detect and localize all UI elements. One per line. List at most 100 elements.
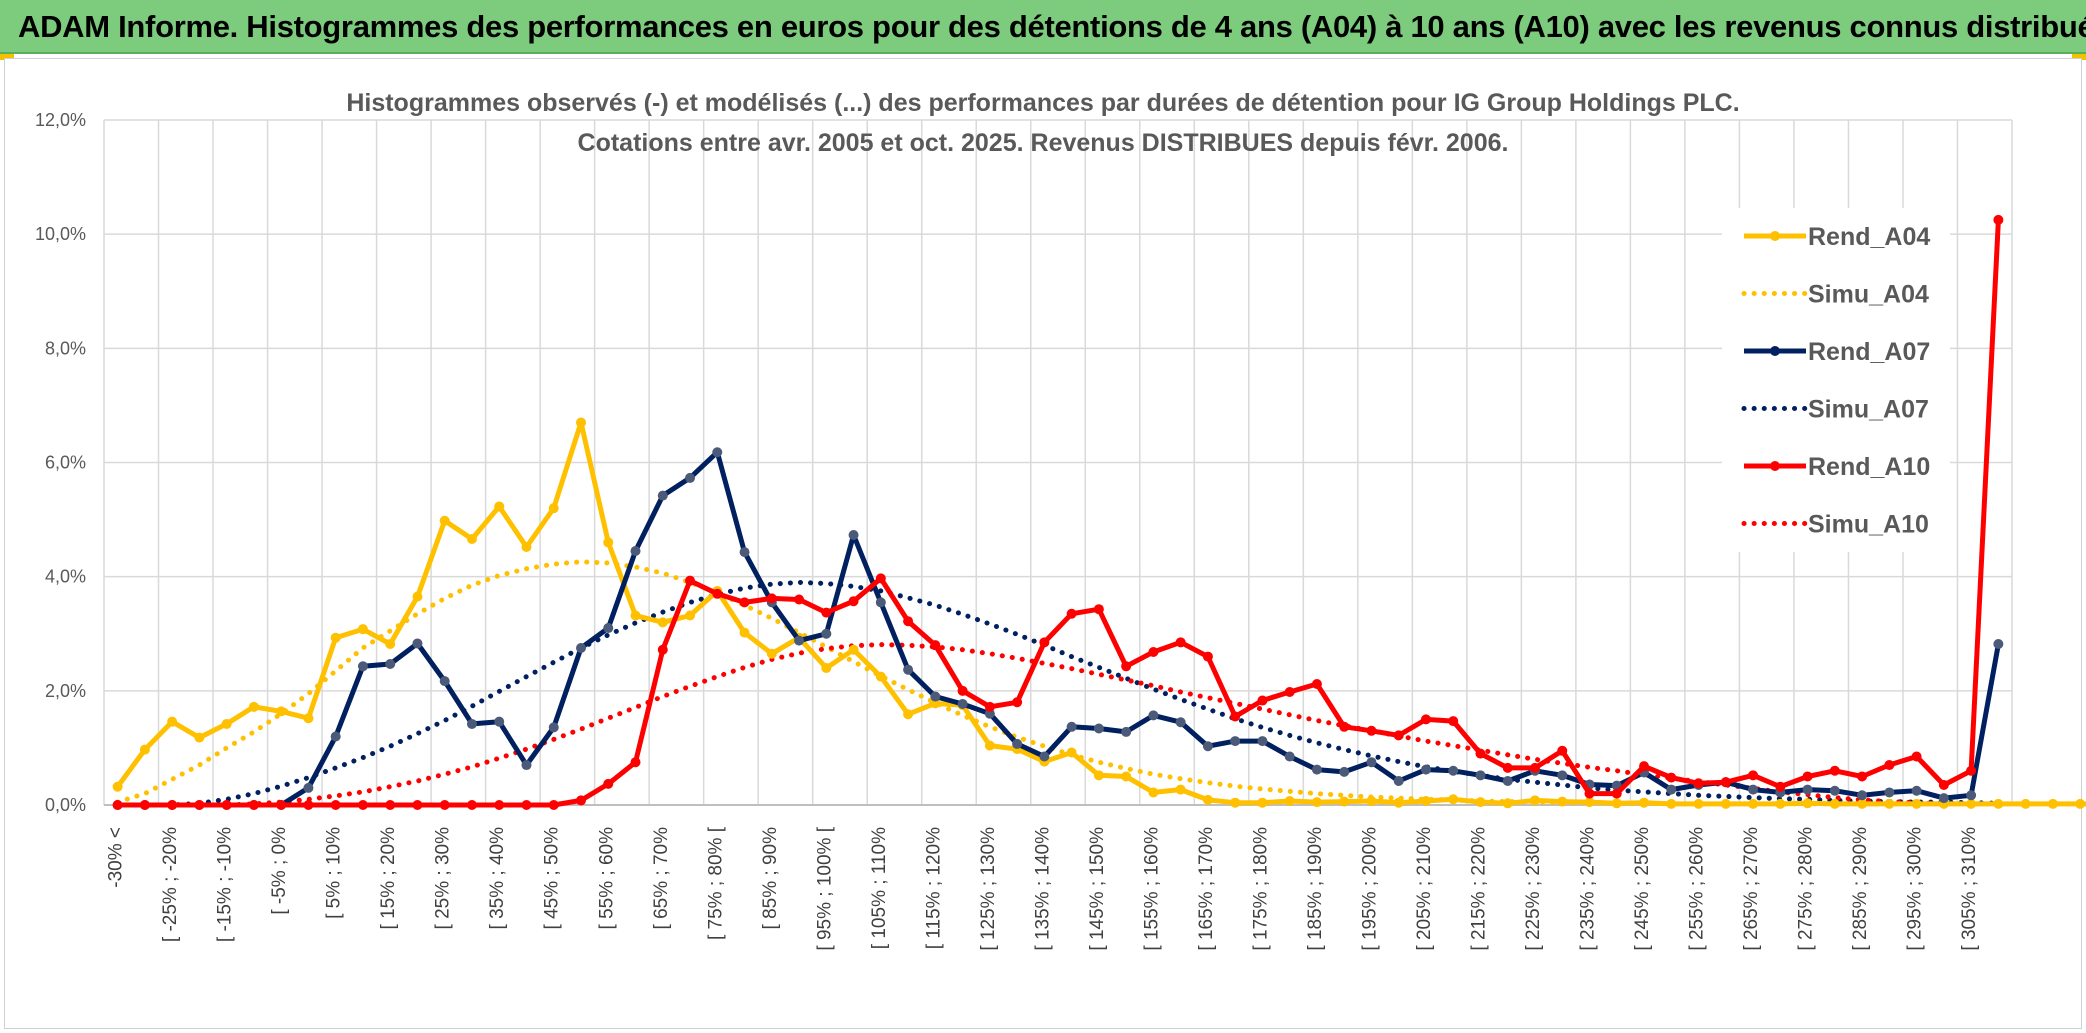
data-point-rend-a10 <box>1366 725 1377 736</box>
data-point-rend-a07 <box>712 447 723 458</box>
data-point-rend-a04 <box>1175 784 1186 795</box>
data-point-rend-a10 <box>903 616 914 627</box>
x-tick-label: [ 115% ; 120% <box>923 827 944 949</box>
data-point-rend-a10 <box>630 757 641 768</box>
data-point-rend-a04 <box>1857 798 1868 809</box>
data-point-rend-a10 <box>330 800 341 810</box>
data-point-rend-a10 <box>1420 714 1431 725</box>
data-point-rend-a10 <box>1639 761 1650 772</box>
data-point-rend-a04 <box>1775 798 1786 809</box>
data-point-rend-a04 <box>112 781 123 792</box>
x-tick-label: [ 145% ; 150% <box>1087 827 1108 951</box>
data-point-rend-a10 <box>1121 661 1132 672</box>
data-point-rend-a07 <box>385 659 396 670</box>
data-point-rend-a07 <box>1993 639 2004 650</box>
data-point-rend-a04 <box>1884 798 1895 809</box>
data-point-rend-a07 <box>848 529 859 540</box>
data-point-rend-a04 <box>1557 796 1568 807</box>
legend-marker-rend-a04 <box>1770 231 1780 241</box>
data-point-rend-a07 <box>821 628 832 639</box>
data-point-rend-a07 <box>1202 741 1213 752</box>
data-point-rend-a07 <box>1257 736 1268 747</box>
data-point-rend-a07 <box>1148 710 1159 721</box>
data-point-rend-a04 <box>1093 770 1104 781</box>
data-point-rend-a10 <box>1611 788 1622 799</box>
data-point-rend-a07 <box>1475 770 1486 781</box>
legend-label-rend-a10: Rend_A10 <box>1808 453 1930 481</box>
legend-box <box>1722 208 1950 552</box>
data-point-rend-a07 <box>1311 764 1322 775</box>
x-tick-label: [ 305% ; 310% <box>1959 827 1980 951</box>
data-point-rend-a10 <box>1066 608 1077 619</box>
data-point-rend-a07 <box>1093 723 1104 734</box>
data-point-rend-a04 <box>1393 797 1404 808</box>
data-point-rend-a10 <box>1666 772 1677 783</box>
data-point-rend-a07 <box>412 638 423 649</box>
data-point-rend-a07 <box>1448 765 1459 776</box>
data-point-rend-a10 <box>766 593 777 604</box>
data-point-rend-a04 <box>1720 798 1731 809</box>
data-point-rend-a07 <box>330 731 341 742</box>
x-tick-label: [ 165% ; 170% <box>1196 827 1217 951</box>
data-point-rend-a10 <box>1148 647 1159 658</box>
x-tick-label: [ 285% ; 290% <box>1850 827 1871 951</box>
x-tick-label: [ 55% ; 60% <box>596 827 617 930</box>
data-point-rend-a04 <box>1993 798 2004 809</box>
data-point-rend-a07 <box>657 490 668 501</box>
y-tick-label: 8,0% <box>45 338 86 358</box>
y-tick-label: 12,0% <box>35 110 86 130</box>
data-point-rend-a10 <box>385 800 396 810</box>
x-tick-label: [ 125% ; 130% <box>978 827 999 951</box>
data-point-rend-a10 <box>1720 777 1731 788</box>
data-point-rend-a04 <box>2020 798 2031 809</box>
data-point-rend-a04 <box>494 501 505 512</box>
data-point-rend-a04 <box>1966 798 1977 809</box>
data-point-rend-a07 <box>1666 784 1677 795</box>
series-line-simu-a07 <box>115 579 2001 808</box>
x-tick-label: [ -5% ; 0% <box>269 827 290 915</box>
data-point-rend-a10 <box>1857 771 1868 782</box>
y-tick-label: 2,0% <box>45 681 86 701</box>
data-point-rend-a04 <box>303 713 314 724</box>
data-point-rend-a07 <box>1966 790 1977 801</box>
corner-mark-right <box>2072 54 2086 60</box>
data-point-rend-a04 <box>1311 797 1322 808</box>
data-point-rend-a10 <box>1311 678 1322 689</box>
data-point-rend-a04 <box>576 417 586 428</box>
data-point-rend-a04 <box>1366 796 1377 807</box>
data-point-rend-a04 <box>1748 798 1759 809</box>
x-tick-label: [ 275% ; 280% <box>1796 827 1817 951</box>
data-point-rend-a04 <box>2075 798 2086 809</box>
data-point-rend-a10 <box>1884 760 1895 771</box>
data-point-rend-a04 <box>1202 794 1213 805</box>
data-point-rend-a04 <box>1448 794 1459 805</box>
data-point-rend-a04 <box>194 732 205 743</box>
chart-subtitle: Cotations entre avr. 2005 et oct. 2025. … <box>578 129 1509 157</box>
data-point-rend-a10 <box>1938 780 1949 791</box>
data-point-rend-a10 <box>112 800 123 810</box>
series-line-rend-a04 <box>115 420 2086 807</box>
chart-title: Histogrammes observés (-) et modélisés (… <box>346 89 1739 117</box>
x-tick-label: [ 105% ; 110% <box>869 827 890 949</box>
data-point-rend-a10 <box>657 644 668 655</box>
data-point-rend-a07 <box>1393 776 1404 787</box>
data-point-rend-a07 <box>1339 766 1350 777</box>
data-point-rend-a07 <box>875 597 886 608</box>
data-point-rend-a10 <box>685 575 696 586</box>
data-point-rend-a10 <box>1475 748 1486 759</box>
data-point-rend-a10 <box>221 800 232 810</box>
data-point-rend-a07 <box>1230 736 1241 747</box>
legend-label-rend-a04: Rend_A04 <box>1808 223 1930 251</box>
y-tick-label: 10,0% <box>35 224 86 244</box>
data-point-rend-a07 <box>466 718 477 729</box>
data-point-rend-a07 <box>1829 785 1840 796</box>
data-point-rend-a04 <box>1911 798 1922 809</box>
data-point-rend-a04 <box>1148 787 1159 798</box>
data-point-rend-a10 <box>1257 695 1268 706</box>
data-point-rend-a10 <box>1748 770 1759 781</box>
data-point-rend-a04 <box>603 537 614 548</box>
legend-marker-rend-a07 <box>1770 346 1780 356</box>
data-point-rend-a10 <box>1012 697 1023 708</box>
data-point-rend-a07 <box>1175 717 1186 728</box>
